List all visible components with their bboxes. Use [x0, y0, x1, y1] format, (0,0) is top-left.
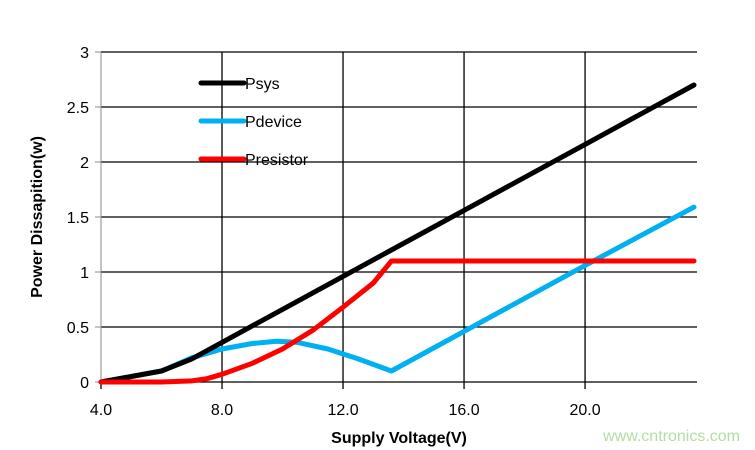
- series-line-pdevice: [98, 204, 697, 385]
- legend: Psys Pdevice Presistor: [198, 76, 309, 169]
- legend-label-presistor: Presistor: [245, 152, 309, 169]
- y-tick-label: 1: [80, 265, 89, 282]
- x-tick-label: 8.0: [211, 402, 233, 419]
- y-tick-label: 3: [80, 45, 89, 62]
- x-tick-label: 20.0: [569, 402, 600, 419]
- y-tick-label: 0.5: [67, 320, 89, 337]
- legend-label-pdevice: Pdevice: [245, 114, 302, 131]
- y-tick-label: 1.5: [67, 210, 89, 227]
- grid: [95, 51, 697, 389]
- series-lines: [98, 82, 697, 385]
- y-tick-label: 2: [80, 155, 89, 172]
- x-tick-label: 16.0: [448, 402, 479, 419]
- x-tick-label: 4.0: [90, 402, 112, 419]
- y-tick-label: 0: [80, 375, 89, 392]
- watermark: www.cntronics.com: [602, 428, 740, 445]
- x-axis-label: Supply Voltage(V): [331, 430, 467, 447]
- legend-label-psys: Psys: [245, 76, 280, 93]
- y-axis-label: Power Dissapition(w): [29, 136, 46, 298]
- series-line-presistor: [98, 258, 697, 385]
- series-line-psys: [98, 82, 697, 385]
- y-tick-label: 2.5: [67, 100, 89, 117]
- x-tick-label: 12.0: [327, 402, 358, 419]
- tick-labels: 0 0.5 1 1.5 2 2.5 3 4.0 8.0 12.0 16.0 20.0: [67, 45, 601, 419]
